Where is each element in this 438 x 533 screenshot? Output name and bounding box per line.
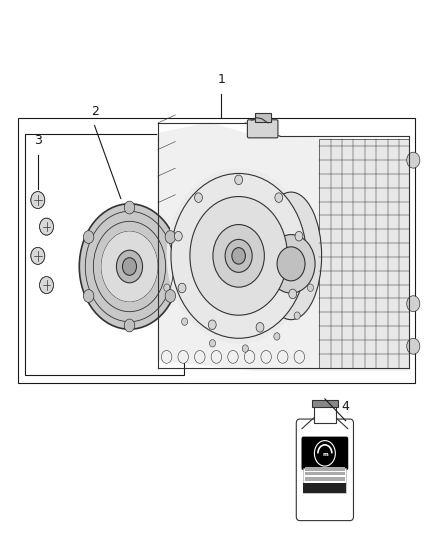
Circle shape bbox=[314, 441, 336, 466]
Circle shape bbox=[208, 320, 216, 329]
Circle shape bbox=[225, 239, 252, 272]
Circle shape bbox=[190, 197, 287, 315]
Bar bbox=[314, 406, 336, 423]
Ellipse shape bbox=[123, 258, 137, 275]
Circle shape bbox=[31, 247, 45, 264]
Circle shape bbox=[83, 231, 94, 244]
Circle shape bbox=[307, 284, 314, 292]
Circle shape bbox=[165, 231, 176, 244]
Circle shape bbox=[83, 289, 94, 302]
Circle shape bbox=[166, 168, 311, 344]
Bar bbox=[305, 467, 345, 471]
Bar bbox=[303, 483, 346, 493]
Ellipse shape bbox=[261, 192, 321, 320]
Circle shape bbox=[39, 218, 53, 235]
Text: 4: 4 bbox=[342, 400, 350, 413]
Circle shape bbox=[182, 318, 187, 325]
Circle shape bbox=[407, 296, 420, 312]
Circle shape bbox=[31, 191, 45, 208]
Circle shape bbox=[209, 340, 215, 347]
Circle shape bbox=[242, 345, 248, 352]
FancyBboxPatch shape bbox=[301, 437, 348, 470]
Circle shape bbox=[164, 284, 170, 292]
FancyBboxPatch shape bbox=[247, 120, 278, 138]
Circle shape bbox=[235, 175, 243, 184]
Circle shape bbox=[294, 312, 300, 319]
Circle shape bbox=[407, 338, 420, 354]
Circle shape bbox=[407, 152, 420, 168]
Circle shape bbox=[194, 193, 202, 203]
Bar bbox=[255, 113, 271, 123]
Bar bbox=[305, 477, 345, 481]
Text: 2: 2 bbox=[91, 104, 99, 118]
Ellipse shape bbox=[101, 231, 158, 302]
Bar bbox=[25, 134, 184, 375]
Circle shape bbox=[39, 277, 53, 294]
Circle shape bbox=[275, 193, 283, 203]
Bar bbox=[305, 472, 345, 475]
Circle shape bbox=[213, 224, 265, 287]
Circle shape bbox=[174, 231, 182, 241]
Bar bbox=[303, 468, 346, 493]
Circle shape bbox=[124, 319, 135, 332]
Circle shape bbox=[124, 201, 135, 214]
Bar bbox=[319, 139, 409, 368]
Circle shape bbox=[274, 333, 280, 340]
Text: 1: 1 bbox=[217, 72, 225, 86]
Circle shape bbox=[267, 235, 315, 293]
FancyBboxPatch shape bbox=[296, 419, 353, 521]
Polygon shape bbox=[158, 123, 409, 370]
Circle shape bbox=[277, 247, 305, 281]
Text: 3: 3 bbox=[34, 134, 42, 147]
Circle shape bbox=[256, 322, 264, 332]
Circle shape bbox=[178, 283, 186, 293]
Circle shape bbox=[165, 289, 176, 302]
Circle shape bbox=[171, 173, 306, 338]
Circle shape bbox=[289, 289, 297, 298]
Circle shape bbox=[295, 231, 303, 241]
Text: m: m bbox=[322, 452, 328, 457]
Circle shape bbox=[232, 248, 245, 264]
Bar bbox=[312, 400, 338, 407]
Bar bbox=[18, 118, 416, 383]
Ellipse shape bbox=[117, 250, 142, 283]
Ellipse shape bbox=[79, 204, 180, 329]
